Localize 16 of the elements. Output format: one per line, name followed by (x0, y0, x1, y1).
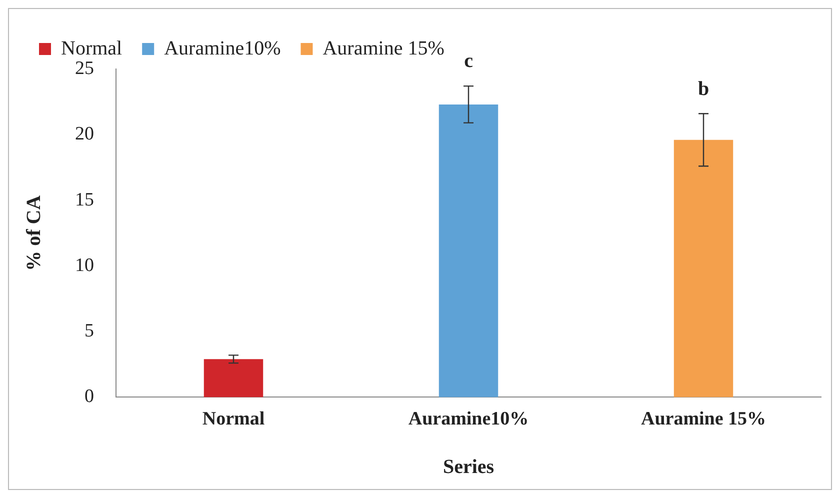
x-axis-title: Series (442, 456, 494, 478)
y-tick-label: 5 (84, 320, 94, 342)
legend-label: Normal (61, 37, 123, 60)
x-tick-label: Normal (202, 408, 265, 430)
x-tick-label: Auramine 15% (640, 408, 766, 430)
annotation: b (698, 78, 710, 100)
legend-label: Auramine 15% (322, 37, 444, 60)
y-tick-label: 0 (84, 386, 94, 408)
x-tick-label: Auramine10% (408, 408, 529, 430)
y-tick-label: 20 (75, 124, 94, 145)
annotation: c (464, 50, 474, 72)
y-axis-title: % of CA (23, 194, 46, 271)
y-tick-label: 15 (75, 189, 94, 210)
legend-label: Auramine10% (164, 37, 281, 60)
y-tick-label: 25 (75, 58, 94, 79)
y-tick-label: 10 (75, 254, 94, 276)
